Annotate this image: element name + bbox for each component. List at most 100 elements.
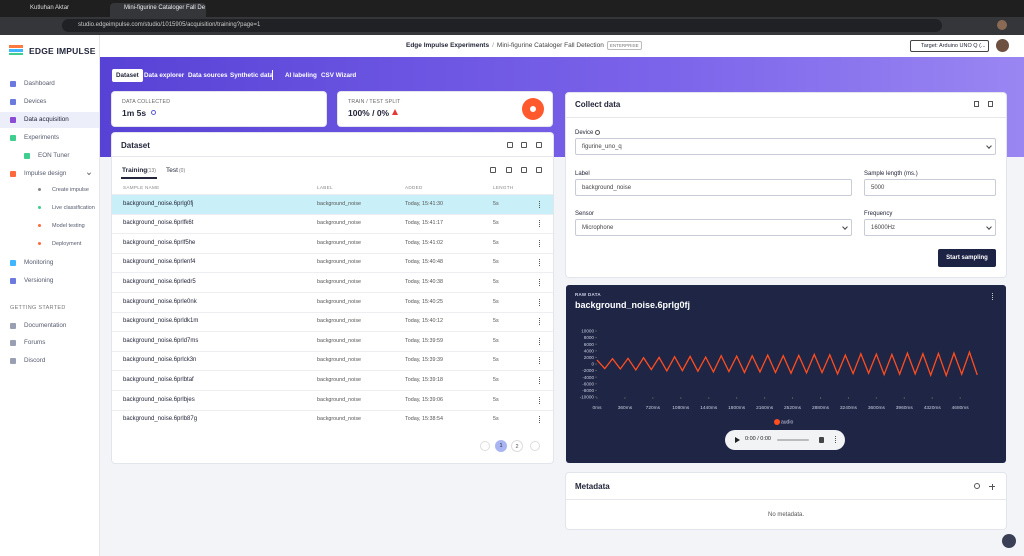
row-menu[interactable] (539, 259, 540, 267)
select[interactable]: figurine_uno_q (575, 138, 996, 155)
profile-avatar[interactable] (997, 20, 1007, 30)
table-row[interactable] (112, 272, 553, 292)
table-row[interactable] (112, 233, 553, 253)
table-cell: background_noise (317, 318, 362, 325)
row-menu[interactable] (539, 298, 540, 306)
row-menu[interactable] (539, 200, 540, 208)
toolbar-icon[interactable] (536, 167, 542, 173)
sidebar-link[interactable]: Discord (24, 357, 46, 364)
progress[interactable] (777, 439, 809, 441)
row-menu[interactable] (539, 376, 540, 384)
start-button[interactable]: Start sampling (938, 249, 996, 267)
row-menu[interactable] (539, 220, 540, 228)
row-menu[interactable] (539, 396, 540, 404)
panel-icon[interactable] (536, 142, 542, 148)
nav-item[interactable]: Data acquisition (24, 116, 69, 123)
page-next[interactable] (530, 441, 540, 451)
table-row[interactable] (112, 390, 553, 410)
split-dot (530, 106, 536, 112)
page-prev[interactable] (480, 441, 490, 451)
row-menu[interactable] (539, 357, 540, 365)
sidebar-link[interactable]: Documentation (24, 322, 67, 329)
panel-icon[interactable] (988, 101, 993, 107)
table-row[interactable] (112, 194, 553, 214)
help-bubble[interactable] (1002, 534, 1016, 548)
chevron (986, 143, 992, 149)
nav-item[interactable]: EON Tuner (38, 152, 70, 159)
table-row[interactable] (112, 370, 553, 390)
nav-item[interactable]: Versioning (24, 277, 54, 284)
legend-label: audio (781, 420, 793, 426)
page-tab[interactable]: Data sources (188, 72, 228, 79)
nav-item[interactable]: Model testing (52, 223, 85, 229)
row-menu[interactable] (539, 318, 540, 326)
input[interactable]: 5000 (864, 179, 996, 196)
table-cell: background_noise.6prlf5he (123, 239, 196, 246)
target-button[interactable]: Target: Arduino UNO Q (... (910, 40, 989, 52)
select[interactable]: Microphone (575, 219, 852, 236)
tab-title[interactable]: Kutluhan Aktar (30, 5, 70, 11)
audio-player[interactable]: 0:00 / 0:00 (725, 430, 845, 450)
nav-active (0, 112, 99, 128)
tab-title[interactable]: Mini-figurine Cataloger Fall De (124, 5, 206, 11)
x-tick-label: 2880ms (812, 405, 830, 411)
table-row[interactable] (112, 311, 553, 332)
player-menu[interactable] (835, 436, 836, 443)
page-tab[interactable]: Dataset (112, 69, 143, 82)
raw-menu[interactable] (992, 293, 993, 300)
nav-item[interactable]: Live classification (52, 205, 95, 211)
url-field[interactable] (62, 19, 942, 32)
nav-item[interactable]: Impulse design (24, 170, 67, 177)
avatar (996, 39, 1009, 52)
toolbar-icon[interactable] (506, 167, 512, 173)
panel-icon[interactable] (974, 101, 979, 107)
nav-icon (10, 81, 16, 87)
page-tab[interactable]: CSV Wizard (321, 72, 357, 79)
add-icon[interactable] (991, 483, 993, 490)
row-menu[interactable] (539, 239, 540, 247)
select[interactable]: 16000Hz (864, 219, 996, 236)
tab[interactable] (110, 3, 206, 17)
owner[interactable]: Edge Impulse Experiments (406, 42, 490, 49)
table-row[interactable] (112, 252, 553, 273)
row-menu[interactable] (539, 278, 540, 286)
tab-label[interactable]: Test (166, 167, 178, 174)
table-row[interactable] (112, 409, 553, 430)
field-label: Device (575, 130, 594, 136)
page-tab[interactable]: Data explorer (144, 72, 185, 79)
play-button[interactable] (735, 437, 740, 443)
row-menu[interactable] (539, 337, 540, 345)
column-header: SAMPLE NAME (123, 185, 160, 190)
row-menu[interactable] (539, 416, 540, 424)
page-tab[interactable]: Synthetic data (230, 72, 274, 79)
nav-item[interactable]: Devices (24, 98, 47, 105)
page-tab[interactable]: AI labeling (285, 72, 317, 79)
table-cell: Today, 15:40:12 (405, 318, 443, 325)
sidebar-link[interactable]: Forums (24, 339, 46, 346)
input[interactable]: background_noise (575, 179, 852, 196)
toolbar-icon[interactable] (490, 167, 496, 173)
table-cell: Today, 15:40:25 (405, 298, 443, 305)
table-cell: 5s (493, 337, 499, 344)
page-button[interactable]: 2 (511, 440, 523, 452)
nav-item[interactable]: Monitoring (24, 259, 54, 266)
page-button[interactable]: 1 (495, 440, 507, 452)
tab-label[interactable]: Training (122, 167, 148, 174)
table-row[interactable] (112, 292, 553, 312)
nav-item[interactable]: Dashboard (24, 80, 55, 87)
logo: EDGE IMPULSE (29, 46, 96, 56)
panel-icon[interactable] (507, 142, 513, 148)
column-header: LABEL (317, 185, 333, 190)
table-row[interactable] (112, 331, 553, 351)
toolbar-icon[interactable] (521, 167, 527, 173)
nav-item[interactable]: Deployment (52, 241, 82, 247)
table-row[interactable] (112, 213, 553, 234)
panel-icon[interactable] (521, 142, 527, 148)
help-icon[interactable] (974, 483, 980, 489)
nav-item[interactable]: Experiments (24, 134, 59, 141)
volume[interactable] (819, 437, 824, 443)
raw-caption: RAW DATA (575, 292, 601, 297)
table-row[interactable] (112, 350, 553, 371)
x-tick-label: 0ms (592, 405, 602, 411)
nav-item[interactable]: Create impulse (52, 187, 89, 193)
